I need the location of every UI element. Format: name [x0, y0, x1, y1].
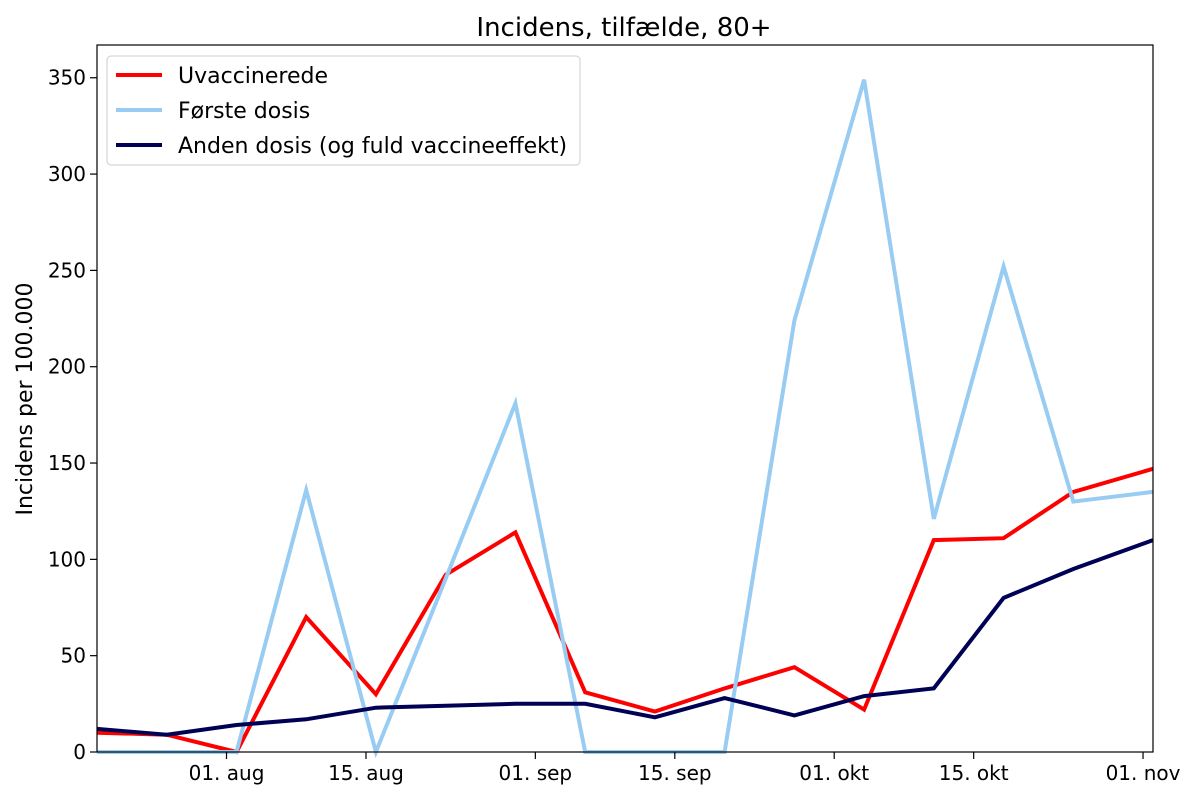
- y-tick-label: 150: [48, 451, 86, 475]
- legend: Uvaccinerede Første dosis Anden dosis (og …: [106, 55, 581, 166]
- y-tick-label: 0: [73, 740, 86, 764]
- plot-frame: [96, 44, 1154, 753]
- legend-label-1: Uvaccinerede: [178, 64, 328, 89]
- series-layer: [96, 79, 1154, 759]
- y-tick-label: 250: [48, 258, 86, 282]
- y-tick-label: 100: [48, 547, 86, 571]
- chart-title: Incidens, tilfælde, 80+: [476, 13, 771, 43]
- series-line-1: [96, 466, 1154, 755]
- legend-box: [106, 55, 581, 166]
- x-tick-label: 01. okt: [799, 761, 869, 785]
- x-tick-label: 15. aug: [328, 761, 404, 785]
- y-tick-label: 50: [61, 644, 86, 668]
- y-axis-label: Incidens per 100.000: [13, 282, 38, 515]
- x-tick-label: 01. nov: [1106, 761, 1181, 785]
- x-tick-label: 15. sep: [638, 761, 712, 785]
- legend-label-3: Anden dosis (og fuld vaccineeffekt): [178, 134, 567, 159]
- series-line-2: [97, 79, 1154, 759]
- x-tick-label: 01. aug: [189, 761, 265, 785]
- legend-label-2: Første dosis: [178, 99, 310, 124]
- axis-layer: 01. aug 15. aug 01. sep 15. sep 01. okt 15. o…: [48, 66, 1181, 785]
- y-tick-label: 350: [48, 66, 86, 90]
- x-tick-label: 15. okt: [939, 761, 1009, 785]
- x-tick-label: 01. sep: [499, 761, 573, 785]
- y-tick-label: 200: [48, 355, 86, 379]
- y-tick-label: 300: [48, 162, 86, 186]
- series-line-3: [96, 538, 1154, 737]
